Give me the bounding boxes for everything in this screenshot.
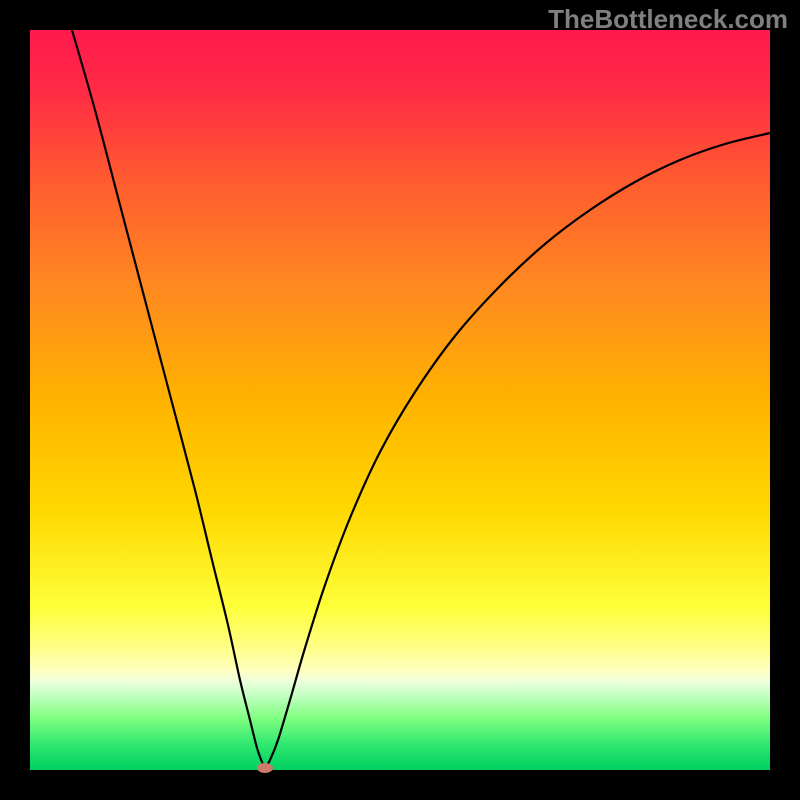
bottleneck-curve [0,0,800,800]
curve-left-branch [72,30,265,768]
curve-right-branch [265,133,770,768]
watermark-text: TheBottleneck.com [548,4,788,35]
chart-container: TheBottleneck.com [0,0,800,800]
optimal-point-marker [257,763,273,773]
